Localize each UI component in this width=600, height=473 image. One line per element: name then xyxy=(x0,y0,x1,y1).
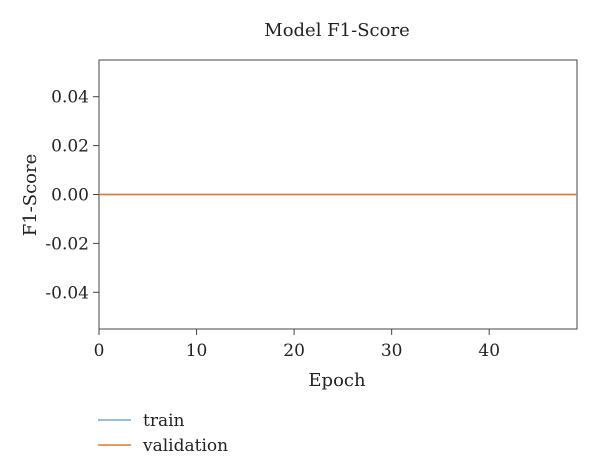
y-axis-label: F1-Score xyxy=(20,154,41,237)
x-tick-label: 10 xyxy=(186,341,208,361)
x-tick-label: 0 xyxy=(94,341,105,361)
x-tick-label: 40 xyxy=(478,341,500,361)
y-tick-label: 0.02 xyxy=(51,137,89,157)
legend-label-validation: validation xyxy=(142,436,228,456)
x-axis: 0 10 20 30 40 xyxy=(94,329,500,361)
legend-label-train: train xyxy=(143,411,185,431)
y-tick-label: -0.02 xyxy=(45,234,89,254)
y-tick-label: -0.04 xyxy=(45,283,89,303)
y-tick-label: 0.00 xyxy=(51,186,89,206)
x-tick-label: 20 xyxy=(283,341,305,361)
legend: train validation xyxy=(98,411,228,456)
x-axis-label: Epoch xyxy=(308,370,366,391)
y-tick-label: 0.04 xyxy=(51,88,89,108)
chart-title: Model F1-Score xyxy=(264,20,409,41)
x-tick-label: 30 xyxy=(381,341,403,361)
y-axis: 0.04 0.02 0.00 -0.02 -0.04 xyxy=(45,88,99,303)
